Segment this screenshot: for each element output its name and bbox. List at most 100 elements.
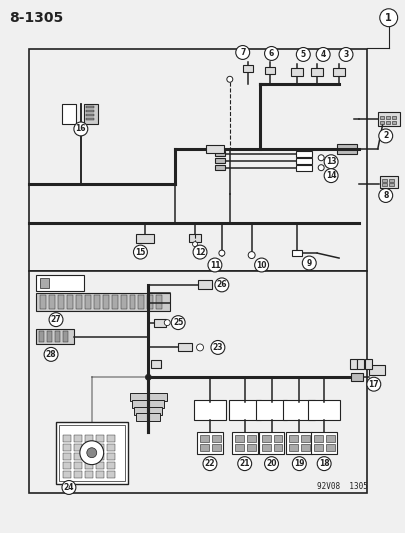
Text: 8: 8	[383, 191, 388, 200]
Bar	[290, 435, 298, 442]
Bar	[273, 435, 282, 442]
Bar	[147, 295, 153, 309]
Bar	[292, 250, 302, 256]
Bar	[215, 158, 225, 163]
Bar	[107, 444, 115, 451]
Circle shape	[339, 47, 353, 61]
Bar	[151, 360, 161, 368]
Bar	[74, 444, 82, 451]
Bar	[85, 444, 93, 451]
Circle shape	[192, 241, 198, 247]
Bar	[392, 120, 396, 124]
Bar	[134, 407, 162, 415]
Text: 18: 18	[319, 459, 330, 468]
Bar	[197, 432, 223, 454]
Circle shape	[318, 155, 324, 161]
Text: 28: 28	[46, 350, 56, 359]
Bar	[56, 422, 128, 483]
Text: 16: 16	[76, 124, 86, 133]
Bar	[262, 444, 271, 451]
Text: 15: 15	[135, 248, 146, 256]
Text: 12: 12	[195, 248, 205, 256]
Text: 4: 4	[320, 50, 326, 59]
Bar	[112, 295, 117, 309]
Circle shape	[44, 348, 58, 361]
Text: 19: 19	[294, 459, 305, 468]
Bar	[235, 444, 244, 451]
Bar	[85, 471, 93, 478]
Bar	[314, 435, 323, 442]
Circle shape	[248, 252, 255, 259]
Circle shape	[219, 250, 225, 256]
Text: 13: 13	[326, 157, 337, 166]
Text: 22: 22	[205, 459, 215, 468]
Circle shape	[380, 9, 398, 27]
Bar	[351, 373, 363, 381]
Bar	[47, 330, 52, 343]
Bar	[107, 462, 115, 469]
Text: 25: 25	[173, 318, 183, 327]
Circle shape	[49, 313, 63, 327]
Bar	[284, 400, 315, 420]
Bar	[380, 176, 398, 188]
Bar	[337, 144, 357, 154]
Bar	[378, 112, 400, 126]
Circle shape	[302, 256, 316, 270]
Bar	[308, 400, 340, 420]
Bar	[85, 295, 91, 309]
Bar	[139, 295, 145, 309]
Text: 10: 10	[256, 261, 267, 270]
Circle shape	[227, 76, 233, 82]
Bar	[296, 158, 312, 164]
Bar	[389, 183, 394, 185]
Circle shape	[80, 441, 104, 465]
Bar	[132, 400, 164, 408]
Circle shape	[164, 320, 170, 326]
Bar	[389, 179, 394, 182]
Bar	[326, 444, 335, 451]
Text: 7: 7	[240, 48, 245, 57]
Circle shape	[379, 129, 393, 143]
Bar	[84, 104, 98, 124]
Bar	[232, 432, 258, 454]
Circle shape	[317, 457, 331, 471]
Circle shape	[196, 344, 203, 351]
Bar	[333, 68, 345, 76]
Bar	[76, 295, 82, 309]
Circle shape	[264, 46, 279, 60]
Bar	[212, 435, 221, 442]
Bar	[86, 114, 94, 116]
Bar	[194, 400, 226, 420]
Bar	[85, 462, 93, 469]
Bar	[358, 359, 364, 369]
Bar	[386, 120, 390, 124]
Bar	[96, 462, 104, 469]
Bar	[107, 435, 115, 442]
Bar	[29, 271, 367, 494]
Bar	[259, 432, 284, 454]
Bar	[350, 359, 358, 369]
Bar	[247, 444, 256, 451]
Bar	[273, 444, 282, 451]
Bar	[40, 295, 46, 309]
Bar	[63, 330, 68, 343]
Bar	[67, 295, 73, 309]
Circle shape	[292, 457, 306, 471]
Bar	[314, 444, 323, 451]
Bar	[74, 471, 82, 478]
Circle shape	[236, 45, 249, 60]
Text: 11: 11	[210, 261, 220, 270]
Circle shape	[193, 245, 207, 259]
Text: 8-1305: 8-1305	[9, 11, 64, 25]
Bar	[40, 278, 49, 288]
Text: 23: 23	[213, 343, 223, 352]
Circle shape	[145, 374, 151, 380]
Bar	[121, 295, 126, 309]
Text: 17: 17	[369, 379, 379, 389]
Bar	[156, 295, 162, 309]
Bar	[107, 471, 115, 478]
Bar	[369, 365, 385, 375]
Circle shape	[264, 457, 279, 471]
Bar	[291, 68, 303, 76]
Bar	[63, 435, 71, 442]
